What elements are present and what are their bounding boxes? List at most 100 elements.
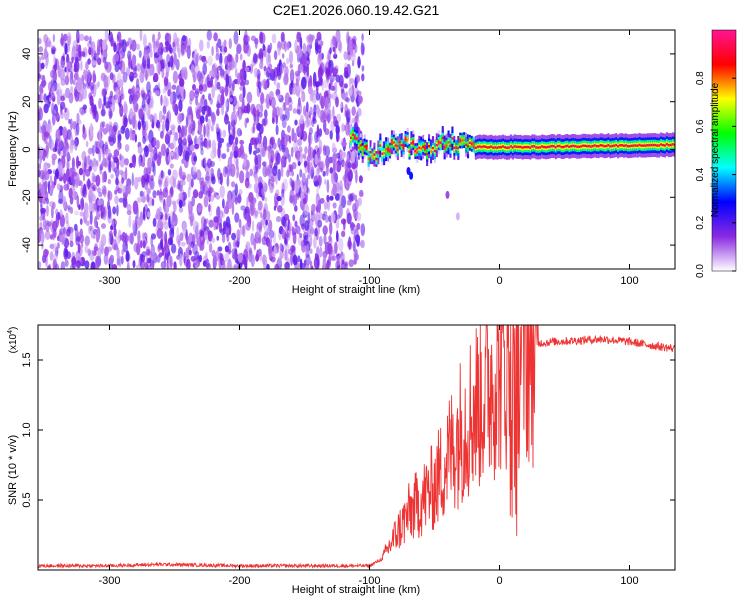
x-tick-label: 100 <box>620 575 638 587</box>
spectrogram-cell <box>168 33 172 44</box>
spectrogram-cell <box>56 92 61 106</box>
spectrogram-cell <box>69 240 74 248</box>
spectrogram-cell <box>474 146 477 149</box>
spectrogram-cell <box>296 46 302 59</box>
y-tick-label: -40 <box>21 237 33 253</box>
spectrogram-cell <box>124 144 130 153</box>
spectrogram-cell <box>72 40 79 50</box>
spectrogram-cell <box>669 143 672 147</box>
spectrogram-cell <box>507 146 510 149</box>
spectrogram-cell <box>338 41 343 54</box>
spectrogram-cell <box>54 174 57 186</box>
spectrogram-cell <box>114 53 120 62</box>
spectrogram-cell <box>570 145 573 148</box>
spectrogram-cell <box>404 137 407 141</box>
spectrogram-cell <box>114 93 121 104</box>
spectrogram-cell <box>282 53 285 59</box>
spectrogram-cell <box>114 63 120 73</box>
spectrogram-cell <box>443 146 446 149</box>
spectrogram-cell <box>632 144 635 147</box>
spectrogram-cell <box>334 193 341 201</box>
spectrogram-cell <box>348 87 353 97</box>
spectrogram-cell <box>272 165 278 177</box>
spectrogram-cell <box>113 156 119 164</box>
spectrogram-cell <box>156 228 163 239</box>
figure-title: C2E1.2026.060.19.42.G21 <box>273 2 440 18</box>
spectrogram-cell <box>332 106 335 120</box>
spectrogram-cell <box>202 63 207 75</box>
spectrogram-cell <box>244 212 249 221</box>
spectrogram-cell <box>60 32 64 47</box>
spectrogram-cell <box>219 52 223 66</box>
spectrogram-cell <box>254 154 258 166</box>
spectrogram-cell <box>336 255 340 267</box>
spectrogram-cells <box>38 30 675 269</box>
spectrogram-cell <box>89 225 93 232</box>
spectrogram-cell <box>81 160 87 171</box>
spectrogram-cell <box>60 95 65 102</box>
spectrogram-cell <box>74 178 79 189</box>
spectrogram-cell <box>87 69 91 83</box>
spectrogram-cell <box>556 144 559 148</box>
spectrogram-cell <box>85 168 91 177</box>
spectrogram-cell <box>562 145 565 149</box>
spectrogram-cell <box>136 197 142 203</box>
spectrogram-cell <box>667 144 670 147</box>
spectrogram-cell <box>45 58 48 69</box>
spectrogram-cell <box>235 172 239 179</box>
spectrogram-cell <box>227 195 233 210</box>
spectrogram-cell <box>92 144 95 157</box>
spectrogram-cell <box>126 68 131 77</box>
spectrogram-x-ticks: -300 -200 -100 0 100 <box>98 30 639 287</box>
spectrogram-cell <box>242 96 245 111</box>
spectrogram-cell <box>529 146 532 149</box>
spectrogram-cell <box>130 75 134 83</box>
spectrogram-cell <box>149 178 155 191</box>
spectrogram-cell <box>122 240 128 253</box>
spectrogram-cell <box>308 132 311 146</box>
spectrogram-cell <box>66 159 70 171</box>
spectrogram-cell <box>132 219 136 232</box>
spectrogram-cell <box>92 157 97 167</box>
spectrogram-cell <box>361 149 364 153</box>
spectrogram-cell <box>304 243 309 254</box>
spectrogram-cell <box>76 195 80 208</box>
spectrogram-cell <box>323 210 328 217</box>
spectrogram-cell <box>235 136 239 146</box>
spectrogram-cell <box>108 160 112 173</box>
spectrogram-cell <box>104 81 109 92</box>
spectrogram-cell <box>216 235 220 241</box>
spectrogram-cell <box>146 264 149 269</box>
snr-line <box>38 325 675 570</box>
spectrogram-cell <box>85 61 89 71</box>
spectrogram-cell <box>314 227 318 237</box>
spectrogram-cell <box>262 43 266 52</box>
spectrogram-cell <box>339 151 345 161</box>
spectrogram-cell <box>311 34 315 41</box>
spectrogram-cell <box>75 260 81 269</box>
spectrogram-cell <box>468 141 471 144</box>
spectrogram-cell <box>346 199 352 206</box>
spectrogram-cell <box>74 89 80 102</box>
spectrogram-cell <box>162 105 167 115</box>
spectrogram-cell <box>150 49 153 58</box>
spectrogram-cell <box>108 230 113 238</box>
spectrogram-cell <box>613 144 616 147</box>
spectrogram-cell <box>118 42 123 48</box>
spectrogram-cell <box>38 111 41 122</box>
spectrogram-cell <box>284 249 288 261</box>
spectrogram-cell <box>321 80 325 91</box>
spectrogram-cell <box>314 38 319 51</box>
spectrogram-cell <box>109 90 114 99</box>
spectrogram-cell <box>172 169 178 181</box>
spectrogram-cell <box>331 152 337 166</box>
spectrogram-cell <box>138 108 144 119</box>
spectrogram-cell <box>38 107 43 121</box>
spectrogram-cell <box>223 39 227 48</box>
spectrogram-cell <box>318 161 324 171</box>
spectrogram-cell <box>308 127 313 135</box>
spectrogram-cell <box>63 183 69 191</box>
spectrogram-cell <box>103 74 106 83</box>
spectrogram-cell <box>430 150 433 153</box>
